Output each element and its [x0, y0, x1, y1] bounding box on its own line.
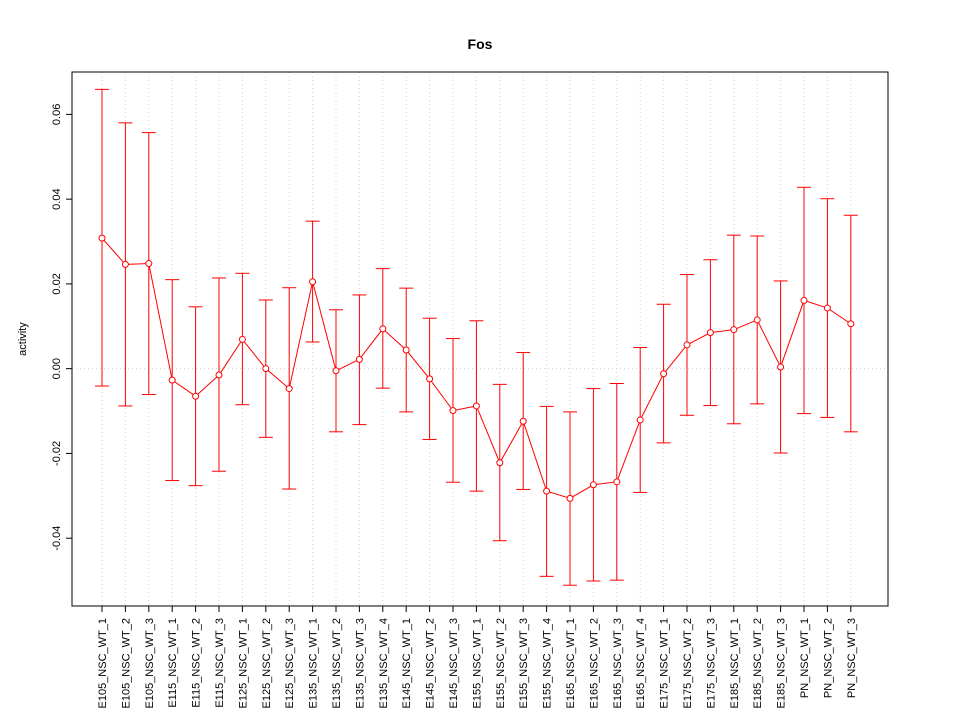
- x-tick-label: E105_NSC_WT_3: [144, 618, 156, 709]
- data-points: [98, 234, 855, 502]
- data-point: [355, 355, 363, 363]
- data-point: [660, 370, 668, 378]
- data-point: [121, 260, 129, 268]
- x-tick-label: E155_NSC_WT_2: [495, 618, 507, 709]
- data-point: [613, 478, 621, 486]
- y-ticks: -0.04 -0.02 0.00 0.02 0.04 0.06: [51, 104, 72, 551]
- data-point: [145, 260, 153, 268]
- x-tick-label: E125_NSC_WT_3: [284, 618, 296, 709]
- x-tick-label: E105_NSC_WT_1: [97, 618, 109, 709]
- data-point: [753, 316, 761, 324]
- x-tick-label: E185_NSC_WT_2: [752, 618, 764, 709]
- chart-title: Fos: [468, 36, 493, 52]
- data-point: [519, 417, 527, 425]
- data-point: [823, 304, 831, 312]
- x-tick-label: E175_NSC_WT_3: [705, 618, 717, 709]
- data-point: [238, 335, 246, 343]
- data-point: [472, 402, 480, 410]
- x-tick-label: PN_NSC_WT_1: [799, 618, 811, 698]
- x-tick-label: E155_NSC_WT_3: [518, 618, 530, 709]
- x-tick-label: E115_NSC_WT_3: [214, 618, 226, 708]
- x-tick-label: E165_NSC_WT_2: [588, 618, 600, 709]
- data-point: [168, 376, 176, 384]
- data-point: [309, 278, 317, 286]
- data-point: [496, 459, 504, 467]
- y-tick-label: -0.02: [51, 441, 63, 466]
- y-tick-label: 0.00: [51, 358, 63, 379]
- x-tick-label: E105_NSC_WT_2: [120, 618, 132, 709]
- x-tick-label: E145_NSC_WT_1: [401, 618, 413, 709]
- data-point: [379, 325, 387, 333]
- x-tick-label: E155_NSC_WT_1: [471, 618, 483, 709]
- data-point: [402, 346, 410, 354]
- x-ticks: E105_NSC_WT_1 E105_NSC_WT_2 E105_NSC_WT_3 E…: [97, 606, 858, 709]
- x-tick-label: E135_NSC_WT_4: [378, 618, 390, 709]
- data-point: [98, 234, 106, 242]
- axes: [71, 71, 889, 607]
- data-point: [262, 365, 270, 373]
- data-point: [426, 375, 434, 383]
- y-tick-label: 0.02: [51, 273, 63, 294]
- x-tick-label: PN_NSC_WT_2: [822, 618, 834, 698]
- data-point: [777, 363, 785, 371]
- x-tick-label: E185_NSC_WT_3: [776, 618, 788, 709]
- error-bars: [95, 88, 858, 586]
- data-point: [332, 367, 340, 375]
- x-tick-label: E155_NSC_WT_4: [542, 618, 554, 709]
- x-tick-label: E135_NSC_WT_2: [331, 618, 343, 709]
- data-point: [636, 416, 644, 424]
- data-point: [215, 371, 223, 379]
- x-tick-label: E125_NSC_WT_2: [261, 618, 273, 709]
- grid: [72, 72, 888, 606]
- data-point: [683, 341, 691, 349]
- x-tick-label: E175_NSC_WT_2: [682, 618, 694, 709]
- x-tick-label: E175_NSC_WT_1: [659, 618, 671, 709]
- data-point: [800, 296, 808, 304]
- y-axis-label: activity: [17, 322, 29, 356]
- y-tick-label: 0.04: [51, 188, 63, 209]
- x-tick-label: E115_NSC_WT_1: [167, 618, 179, 708]
- y-tick-label: -0.04: [51, 526, 63, 551]
- data-point: [192, 392, 200, 400]
- y-tick-label: 0.06: [51, 104, 63, 125]
- x-tick-label: PN_NSC_WT_3: [846, 618, 858, 698]
- x-tick-label: E145_NSC_WT_3: [448, 618, 460, 709]
- x-tick-label: E165_NSC_WT_4: [635, 618, 647, 709]
- x-tick-label: E135_NSC_WT_3: [354, 618, 366, 709]
- data-point: [730, 326, 738, 334]
- data-point: [449, 407, 457, 415]
- x-tick-label: E135_NSC_WT_1: [308, 618, 320, 709]
- data-point: [847, 320, 855, 328]
- x-tick-label: E165_NSC_WT_3: [612, 618, 624, 709]
- data-point: [543, 487, 551, 495]
- plot-frame: [71, 71, 889, 607]
- data-point: [566, 494, 574, 502]
- x-tick-label: E165_NSC_WT_1: [565, 618, 577, 709]
- x-tick-label: E115_NSC_WT_2: [191, 618, 203, 708]
- x-tick-label: E125_NSC_WT_1: [237, 618, 249, 709]
- x-tick-label: E145_NSC_WT_2: [425, 618, 437, 709]
- data-point: [589, 481, 597, 489]
- data-point: [706, 329, 714, 337]
- x-tick-label: E185_NSC_WT_1: [729, 618, 741, 709]
- data-point: [285, 385, 293, 393]
